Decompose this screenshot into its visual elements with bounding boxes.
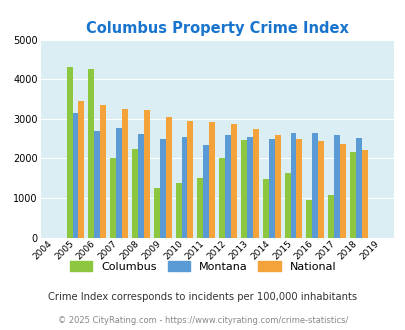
Bar xyxy=(339,144,345,238)
Bar xyxy=(66,67,72,238)
Bar xyxy=(290,133,296,238)
Bar xyxy=(110,158,116,238)
Text: Crime Index corresponds to incidents per 100,000 inhabitants: Crime Index corresponds to incidents per… xyxy=(48,292,357,302)
Bar xyxy=(175,182,181,238)
Bar xyxy=(122,109,128,238)
Bar xyxy=(318,141,323,238)
Bar xyxy=(306,200,311,238)
Bar xyxy=(268,139,274,238)
Bar xyxy=(262,179,268,238)
Bar xyxy=(219,158,225,238)
Bar xyxy=(333,135,339,238)
Text: © 2025 CityRating.com - https://www.cityrating.com/crime-statistics/: © 2025 CityRating.com - https://www.city… xyxy=(58,315,347,325)
Bar xyxy=(181,137,187,238)
Bar xyxy=(311,133,318,238)
Bar xyxy=(100,105,106,238)
Bar xyxy=(328,195,333,238)
Bar xyxy=(132,148,138,238)
Bar xyxy=(138,134,143,238)
Bar xyxy=(187,121,193,238)
Bar xyxy=(246,137,252,238)
Legend: Columbus, Montana, National: Columbus, Montana, National xyxy=(65,256,340,276)
Bar xyxy=(349,152,355,238)
Bar xyxy=(209,122,215,238)
Bar xyxy=(225,135,230,238)
Bar xyxy=(78,101,84,238)
Bar xyxy=(241,140,246,238)
Bar xyxy=(197,178,203,238)
Bar xyxy=(88,69,94,238)
Bar xyxy=(284,173,290,238)
Bar xyxy=(361,150,367,238)
Bar xyxy=(296,139,302,238)
Bar xyxy=(230,123,237,238)
Bar xyxy=(274,135,280,238)
Title: Columbus Property Crime Index: Columbus Property Crime Index xyxy=(85,21,348,36)
Bar xyxy=(153,188,159,238)
Bar xyxy=(165,117,171,238)
Bar xyxy=(94,131,100,238)
Bar xyxy=(203,145,209,238)
Bar xyxy=(355,138,361,238)
Bar xyxy=(159,139,165,238)
Bar xyxy=(72,113,78,238)
Bar xyxy=(116,128,122,238)
Bar xyxy=(252,129,258,238)
Bar xyxy=(143,110,149,238)
